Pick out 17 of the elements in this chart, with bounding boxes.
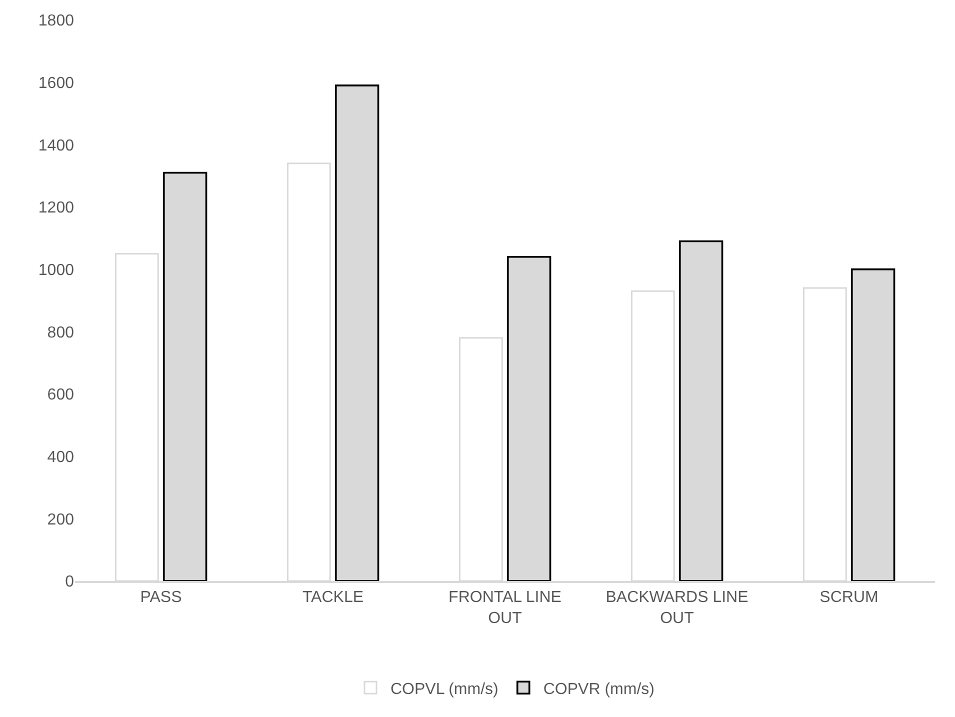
y-tick-label: 400 xyxy=(47,448,74,466)
legend-label: COPVL (mm/s) xyxy=(390,680,498,698)
y-tick-label: 1600 xyxy=(38,74,74,92)
y-tick-label: 600 xyxy=(47,386,74,404)
y-tick-label: 1200 xyxy=(38,200,74,217)
x-tick-label: SCRUM xyxy=(820,588,878,606)
x-tick-label: TACKLE xyxy=(302,588,364,606)
y-tick-label: 1000 xyxy=(38,262,74,279)
y-tick-label: 0 xyxy=(65,574,74,591)
y-tick-label: 200 xyxy=(47,511,74,528)
legend-label: COPVR (mm/s) xyxy=(543,680,654,698)
x-tick-label: FRONTAL LINE OUT xyxy=(448,588,562,627)
y-tick-label: 800 xyxy=(47,324,74,342)
y-tick-label: 1800 xyxy=(38,12,74,30)
y-tick-label: 1400 xyxy=(38,137,74,154)
x-tick-label: BACKWARDS LINE OUT xyxy=(606,588,748,627)
x-tick-label: PASS xyxy=(140,588,182,606)
